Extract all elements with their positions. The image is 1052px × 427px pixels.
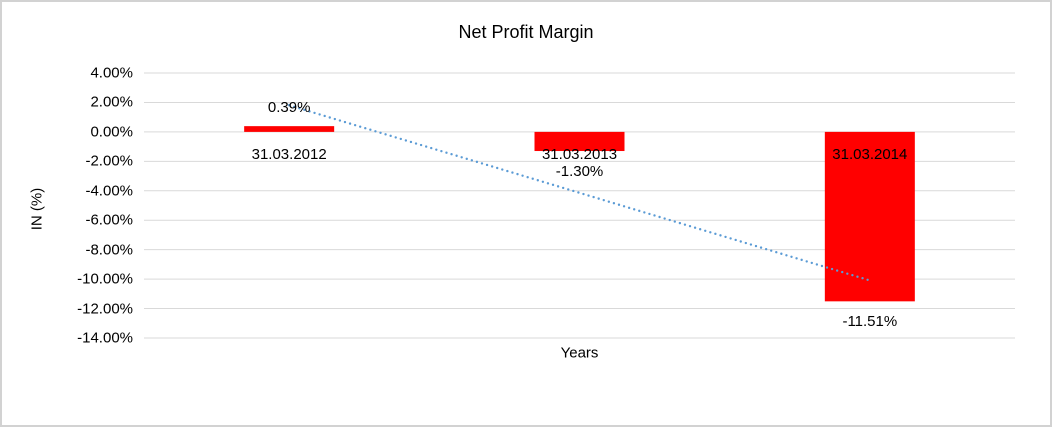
y-axis-tick-label: -4.00% — [85, 182, 133, 200]
data-label: 0.39% — [267, 99, 311, 117]
y-axis-tick-label: 2.00% — [90, 93, 133, 111]
y-axis-tick-label: -14.00% — [77, 329, 133, 347]
y-axis-tick-label: -8.00% — [85, 241, 133, 259]
y-axis-tick-label: -10.00% — [77, 270, 133, 288]
chart-title: Net Profit Margin — [458, 22, 594, 42]
category-label: 31.03.2012 — [251, 145, 327, 163]
bar — [244, 126, 335, 132]
trendline-dotted — [287, 104, 872, 282]
category-label: 31.03.2014 — [832, 145, 908, 163]
x-axis-title: Years — [560, 344, 599, 362]
bar — [534, 131, 625, 152]
y-axis-tick-label: -12.00% — [77, 300, 133, 318]
y-axis-tick-label: -2.00% — [85, 152, 133, 170]
y-axis-tick-label: 0.00% — [90, 123, 133, 141]
y-axis-tick-label: 4.00% — [90, 64, 133, 82]
bar — [824, 131, 915, 302]
data-label: -11.51% — [842, 313, 898, 331]
data-label: -1.30% — [555, 163, 604, 181]
y-axis-tick-label: -6.00% — [85, 211, 133, 229]
category-label: 31.03.2013 — [541, 145, 618, 163]
